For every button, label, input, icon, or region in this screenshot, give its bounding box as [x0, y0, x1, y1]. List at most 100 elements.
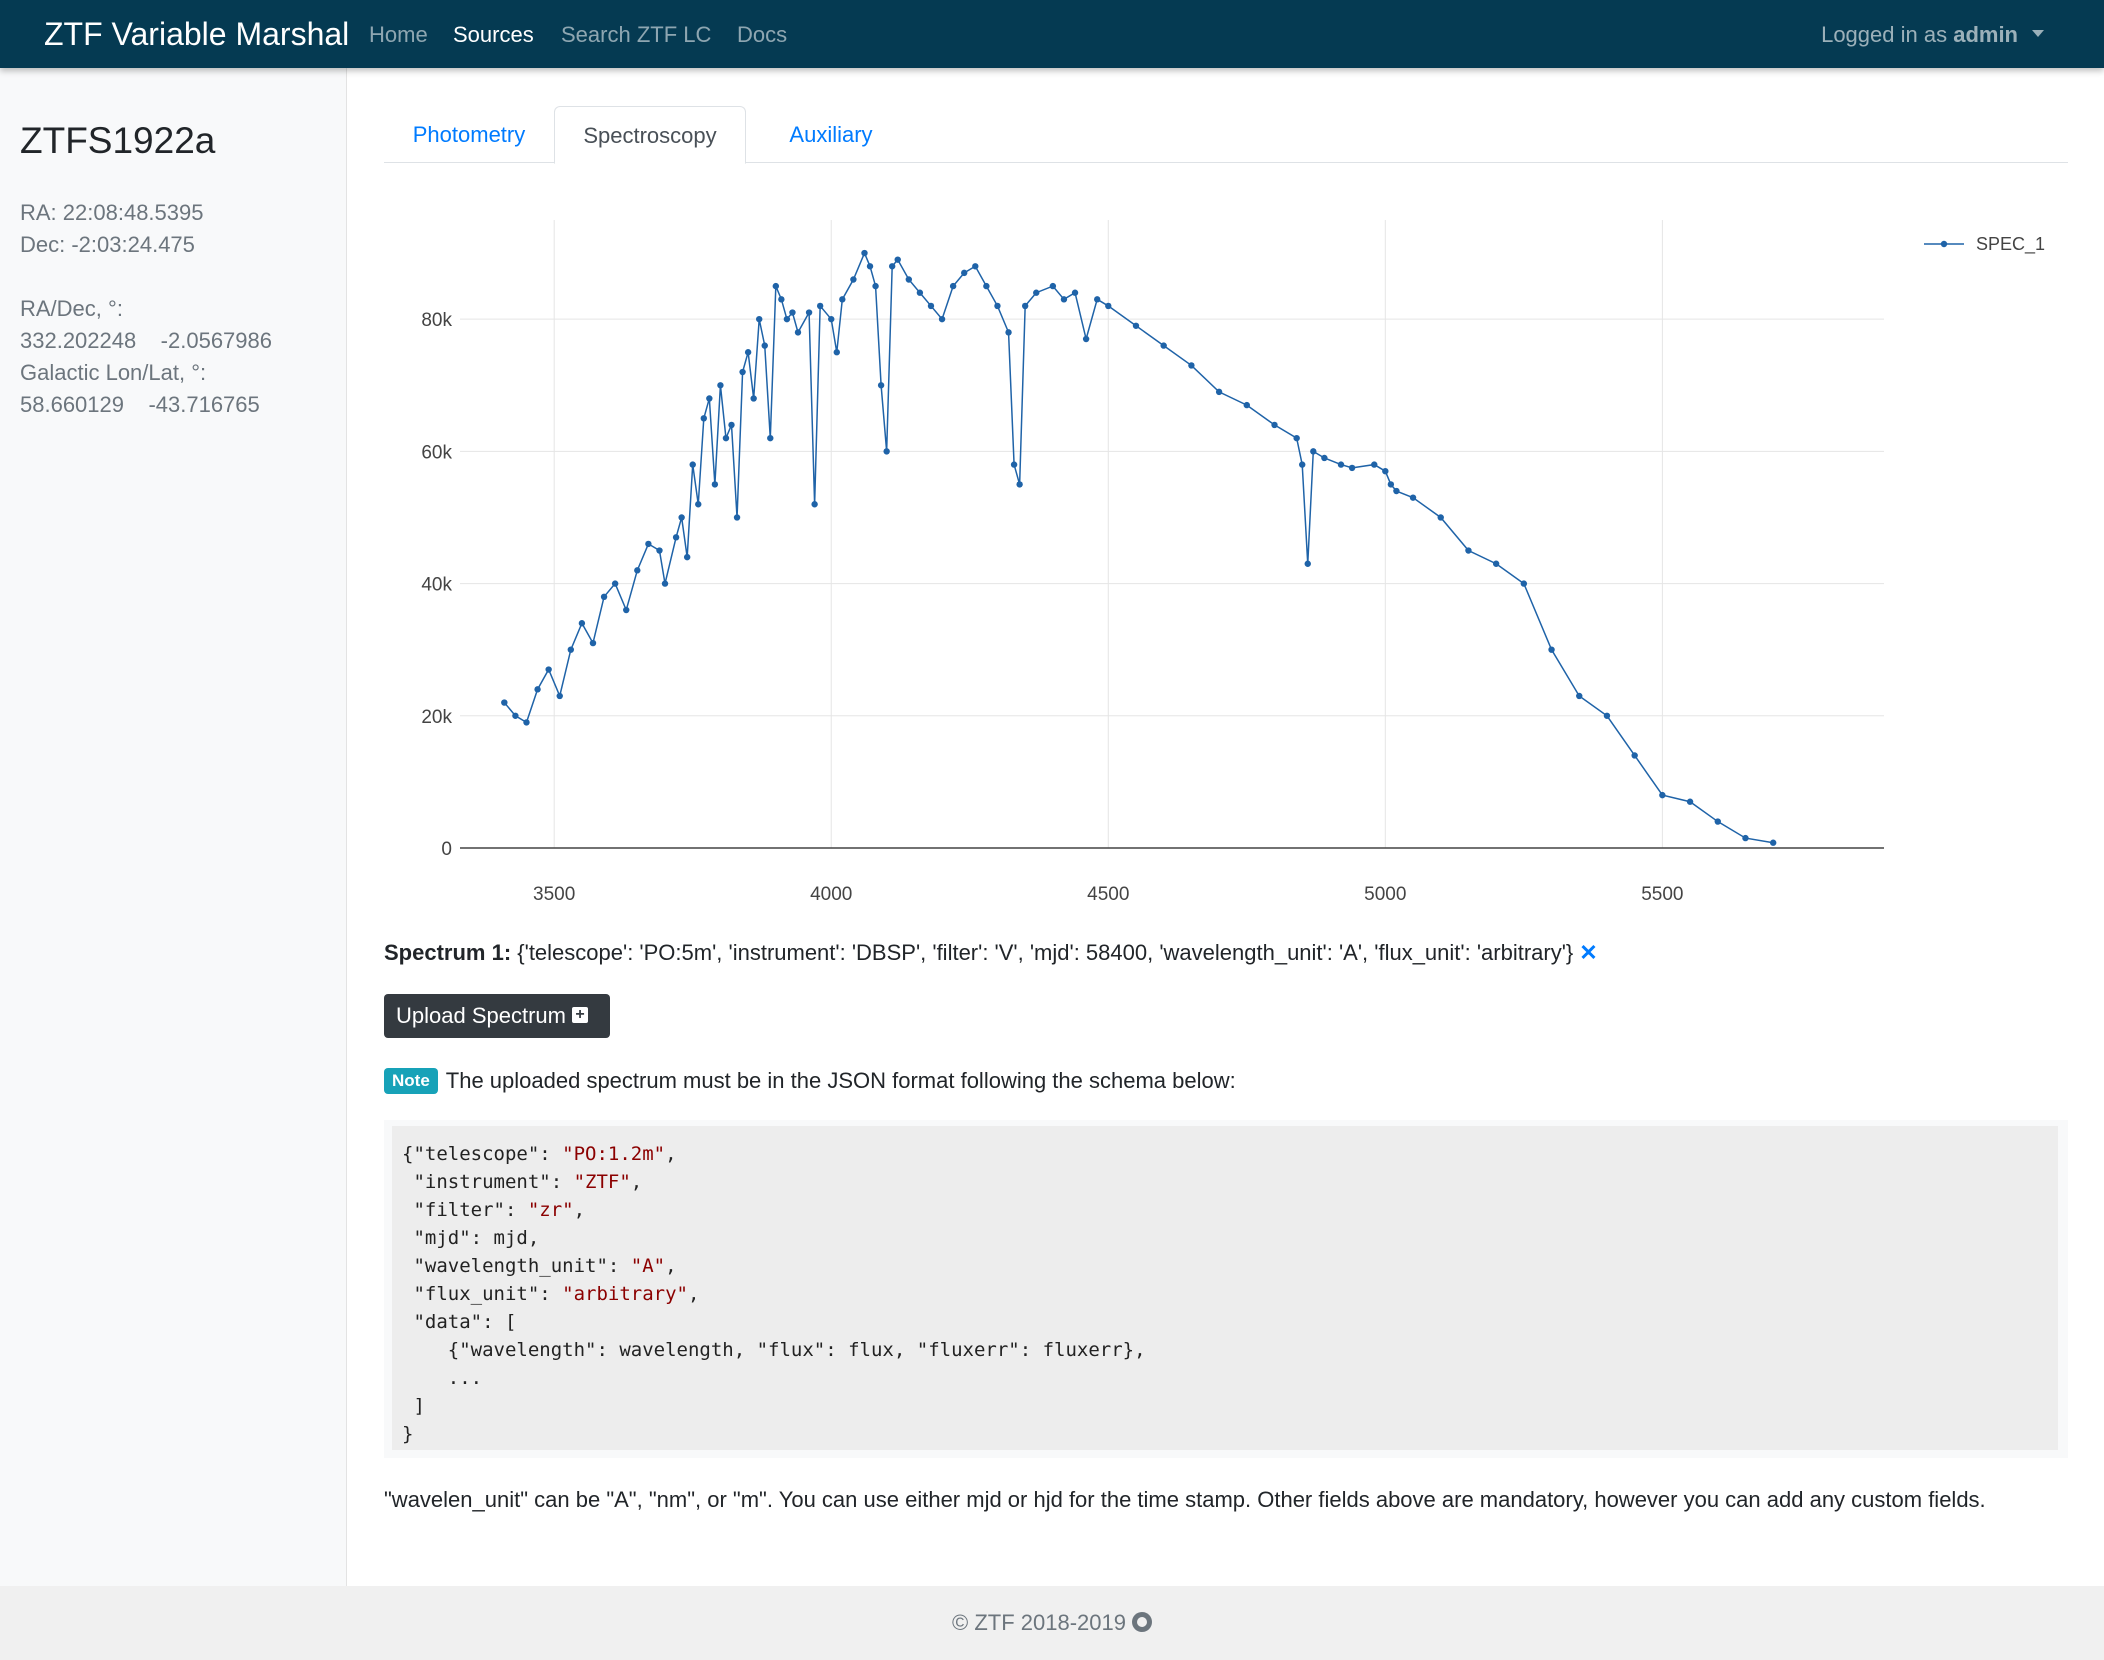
data-point: [916, 289, 924, 296]
data-point: [1321, 454, 1328, 462]
data-point: [839, 296, 846, 303]
nav-search-ztf-lc[interactable]: Search ZTF LC: [561, 22, 712, 47]
code-text: "instrument":: [402, 1171, 574, 1193]
source-tabs: Photometry Spectroscopy Auxiliary: [384, 106, 2068, 164]
data-point: [683, 553, 691, 561]
spectrum-metadata: {'telescope': 'PO:5m', 'instrument': 'DB…: [511, 940, 1574, 965]
source-id-heading: ZTFS1922a: [20, 120, 216, 161]
data-point: [722, 434, 730, 442]
data-point: [1016, 481, 1023, 488]
data-point: [1132, 322, 1140, 329]
code-string: "arbitrary": [562, 1283, 688, 1305]
user-prefix: Logged in as: [1821, 22, 1948, 47]
brand-title[interactable]: ZTF Variable Marshal: [44, 16, 350, 52]
data-point: [534, 686, 541, 693]
code-string: "zr": [527, 1199, 574, 1221]
remove-spectrum-icon[interactable]: ✕: [1579, 940, 1598, 965]
page-footer: © ZTF 2018-2019: [0, 1586, 2104, 1660]
chevron-down-icon: [2032, 29, 2044, 37]
data-point: [1371, 461, 1378, 468]
nav-docs[interactable]: Docs: [737, 22, 788, 47]
x-tick-label: 4000: [810, 884, 852, 905]
data-point: [672, 534, 680, 541]
data-point: [938, 315, 946, 323]
nav-home[interactable]: Home: [369, 22, 428, 47]
schema-code-block: {"telescope": "PO:1.2m", "instrument": "…: [384, 1120, 2068, 1458]
upload-note: Note The uploaded spectrum must be in the…: [384, 1068, 1236, 1096]
data-point: [1437, 514, 1444, 521]
data-point: [861, 249, 868, 257]
data-point: [706, 395, 713, 402]
data-point: [1659, 791, 1666, 799]
data-point: [600, 593, 608, 600]
data-point: [883, 448, 890, 455]
data-point: [656, 547, 663, 554]
data-point: [695, 501, 702, 508]
data-point: [1021, 302, 1029, 310]
user-name: admin: [1953, 22, 2018, 47]
data-point: [744, 349, 752, 356]
data-point: [1465, 547, 1472, 554]
plus-square-icon: +: [571, 1007, 588, 1024]
series-line: [503, 251, 1774, 844]
data-point: [512, 712, 519, 719]
data-point: [689, 461, 696, 468]
data-point: [1160, 342, 1167, 349]
data-point: [1393, 487, 1400, 495]
data-point: [1409, 494, 1417, 501]
code-text: "data": [: [402, 1311, 517, 1333]
data-point: [888, 263, 896, 270]
github-icon[interactable]: [1131, 1612, 1152, 1633]
data-point: [1082, 335, 1090, 343]
code-text: ...: [402, 1367, 483, 1389]
data-point: [1387, 481, 1395, 488]
tab-spectroscopy[interactable]: Spectroscopy: [554, 106, 746, 164]
top-navbar: ZTF Variable Marshal Home Sources Search…: [0, 0, 2104, 68]
tab-auxiliary[interactable]: Auxiliary: [789, 122, 873, 147]
data-point: [1299, 461, 1306, 468]
code-text: "flux_unit":: [402, 1283, 563, 1305]
data-point: [661, 580, 669, 587]
note-badge: Note: [384, 1068, 438, 1094]
data-point: [1060, 296, 1068, 303]
data-point: [1310, 448, 1317, 455]
tab-photometry[interactable]: Photometry: [412, 122, 526, 147]
code-text: "wavelength_unit":: [402, 1255, 631, 1277]
data-point: [828, 315, 835, 323]
upload-spectrum-button[interactable]: Upload Spectrum +: [384, 994, 610, 1038]
data-point: [1769, 839, 1777, 846]
data-point: [927, 302, 935, 310]
code-text: "mjd": mjd,: [402, 1227, 540, 1249]
data-point: [567, 646, 575, 653]
y-tick-label: 0: [441, 839, 452, 860]
data-point: [1548, 646, 1555, 653]
code-string: "PO:1.2m": [562, 1143, 666, 1165]
user-menu-toggle[interactable]: Logged in as admin: [1821, 22, 2044, 48]
data-point: [1492, 560, 1500, 567]
data-point: [778, 296, 785, 303]
code-text: {"telescope":: [402, 1143, 563, 1165]
data-point: [1576, 692, 1583, 700]
data-point: [850, 276, 857, 283]
data-point: [811, 501, 818, 508]
radec-value: 332.202248 -2.0567986: [20, 328, 273, 353]
data-point: [772, 282, 780, 290]
data-point: [1293, 434, 1300, 442]
x-tick-label: 5500: [1641, 884, 1683, 905]
data-point: [877, 382, 885, 389]
data-point: [833, 349, 840, 356]
data-point: [750, 395, 757, 402]
data-point: [767, 434, 774, 442]
data-point: [872, 282, 879, 290]
data-point: [905, 276, 913, 283]
data-point: [700, 415, 707, 422]
nav-sources[interactable]: Sources: [453, 22, 534, 47]
spectrum-chart[interactable]: 3500 4000 4500 5000 5500 0 20k 40k 60k 80k SPEC_1: [384, 190, 2084, 920]
code-text: ]: [402, 1395, 425, 1417]
x-tick-label: 5000: [1364, 884, 1406, 905]
data-point: [1520, 580, 1528, 587]
code-text: ,: [573, 1199, 586, 1221]
y-tick-label: 40k: [421, 575, 452, 596]
data-point: [1105, 302, 1112, 310]
code-string: "A": [630, 1255, 666, 1277]
